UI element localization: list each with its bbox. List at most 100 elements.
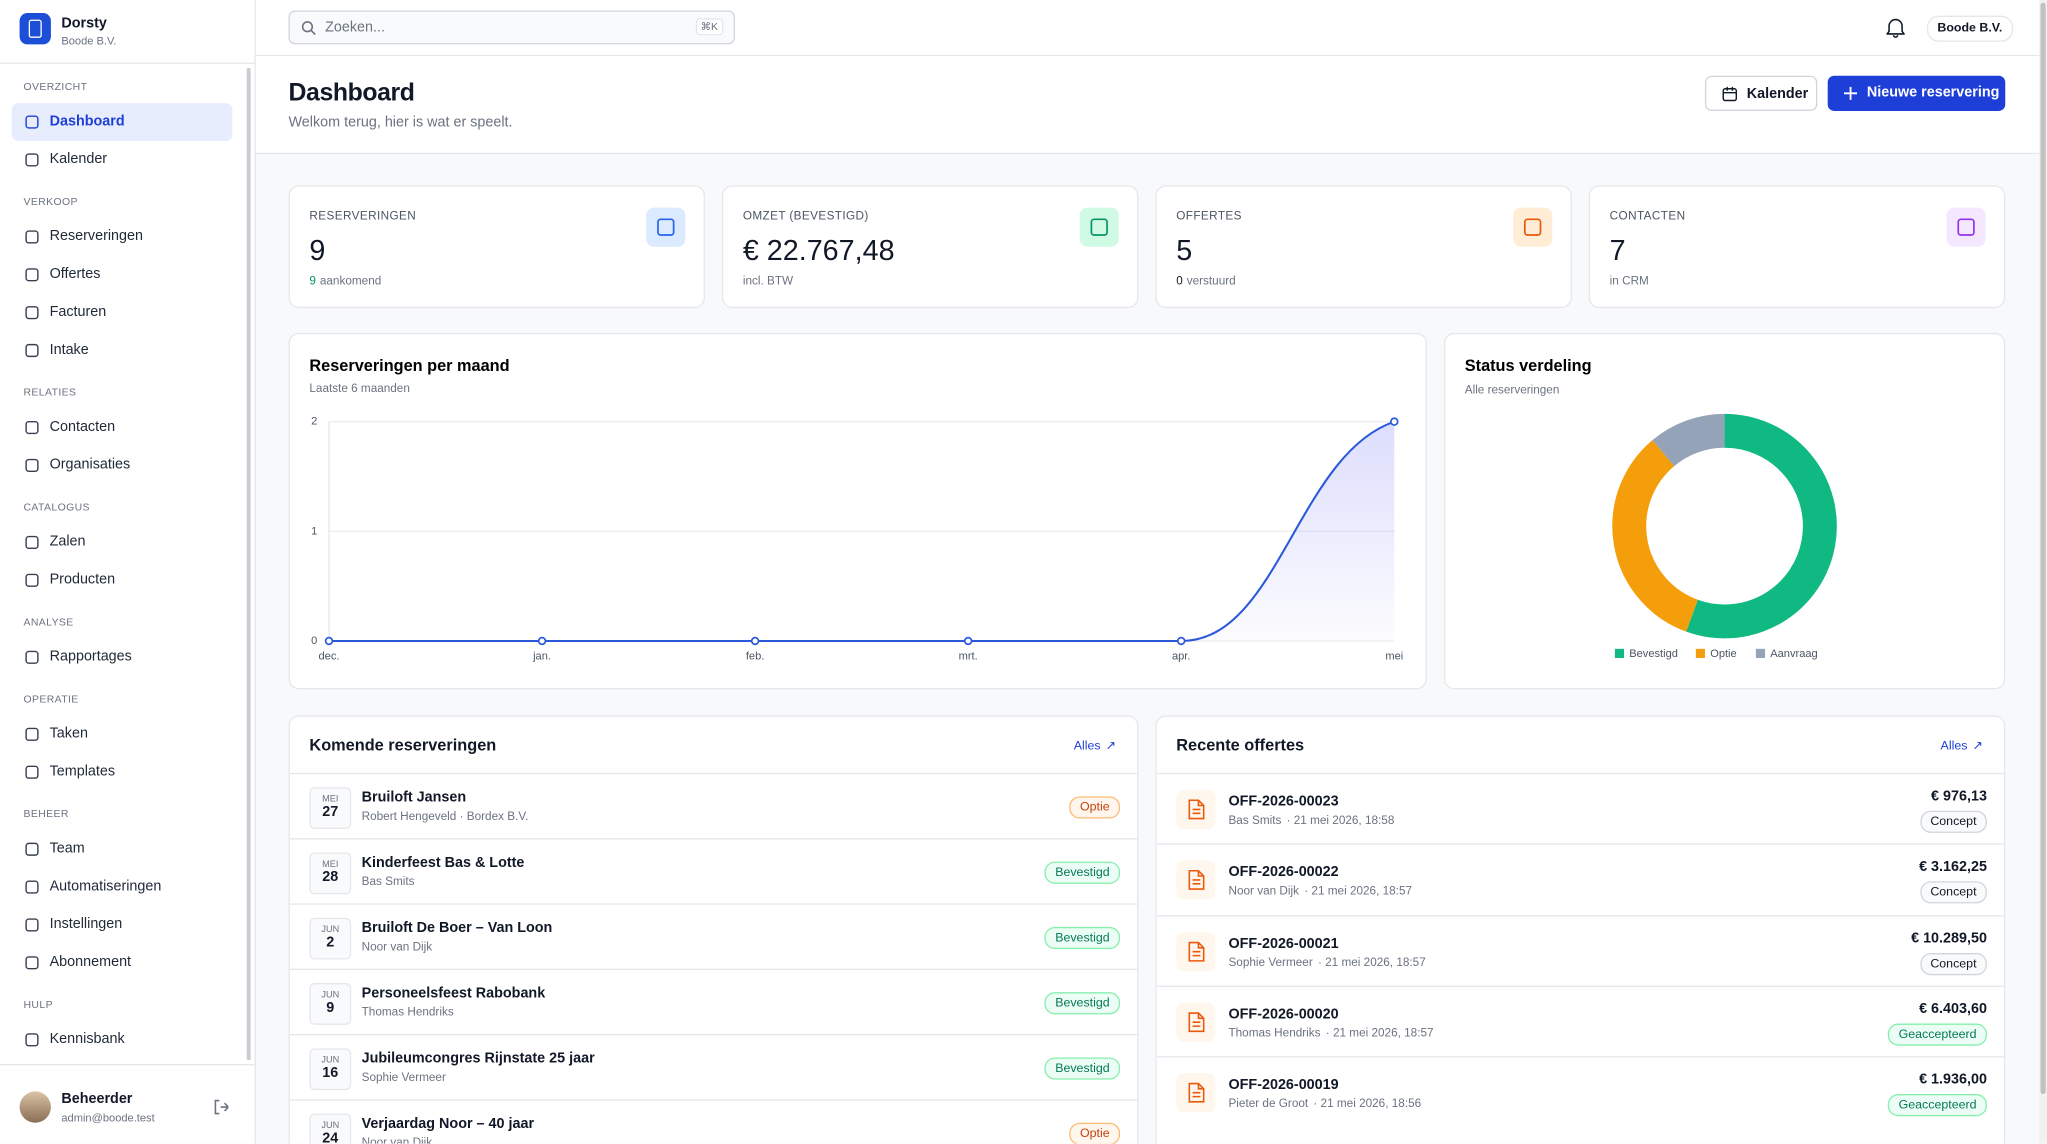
stat-label: CONTACTEN bbox=[1609, 208, 1686, 222]
reservation-name: Bruiloft Jansen bbox=[361, 789, 467, 806]
nav-section-label: CATALOGUS bbox=[23, 501, 90, 514]
chart-subtitle: Alle reserveringen bbox=[1465, 383, 1560, 396]
date-month: JUN bbox=[321, 1121, 340, 1131]
nav-icon bbox=[25, 842, 39, 856]
logout-button[interactable] bbox=[213, 1099, 229, 1115]
note-text: in CRM bbox=[1609, 274, 1649, 288]
quote-date: · 21 mei 2026, 18:56 bbox=[1313, 1096, 1422, 1110]
date-day: 27 bbox=[322, 804, 339, 820]
view-all-link[interactable]: Alles ↗ bbox=[1073, 738, 1117, 754]
quote-icon bbox=[1176, 1002, 1216, 1042]
nav-icon bbox=[25, 573, 39, 587]
legend-label: Optie bbox=[1710, 648, 1736, 660]
page-scrollbar bbox=[2039, 0, 2047, 1144]
reservation-name: Kinderfeest Bas & Lotte bbox=[361, 855, 525, 871]
view-all-link[interactable]: Alles ↗ bbox=[1940, 738, 1984, 754]
chart-title: Status verdeling bbox=[1465, 357, 1592, 375]
list-card: Recente offertes Alles ↗ OFF-2026-00023 Bas … bbox=[1155, 715, 2006, 1144]
nav-item[interactable]: Contacten bbox=[12, 409, 233, 447]
list-row[interactable]: JUN 9 Personeelsfeest Rabobank Thomas Hendr… bbox=[289, 968, 1138, 1034]
quote-client: Noor van Dijk bbox=[1228, 884, 1300, 898]
nav-item[interactable]: Kalender bbox=[12, 141, 233, 179]
nav-item[interactable]: Team bbox=[12, 830, 233, 868]
list-row[interactable]: OFF-2026-00019 Pieter de Groot · 21 mei 20… bbox=[1156, 1056, 2004, 1127]
nav-item[interactable]: Dashboard bbox=[11, 103, 233, 141]
nav-item[interactable]: Taken bbox=[12, 715, 233, 753]
sidebar-nav: OVERZICHT Dashboard Kalender VERKOOP Reserve… bbox=[0, 72, 255, 1059]
nav-icon bbox=[25, 306, 39, 320]
list-row[interactable]: JUN 24 Verjaardag Noor – 40 jaar Noor van D… bbox=[289, 1099, 1138, 1144]
quote-number: OFF-2026-00021 bbox=[1228, 935, 1339, 952]
legend-swatch bbox=[1614, 648, 1625, 658]
legend-label: Aanvraag bbox=[1770, 648, 1817, 660]
nav-icon bbox=[25, 268, 39, 282]
nav-icon bbox=[25, 153, 39, 167]
date-box: JUN 2 bbox=[309, 917, 352, 960]
x-tick-label: feb. bbox=[746, 651, 764, 663]
nav-item[interactable]: Rapportages bbox=[12, 638, 233, 676]
status-badge: Optie bbox=[1069, 1122, 1121, 1144]
status-badge: Optie bbox=[1069, 796, 1121, 819]
stat-icon bbox=[646, 207, 686, 247]
reservation-contact: Sophie Vermeer bbox=[361, 1070, 446, 1084]
nav-item[interactable]: Intake bbox=[12, 332, 233, 370]
nav-icon bbox=[25, 918, 39, 932]
list-row[interactable]: OFF-2026-00023 Bas Smits · 21 mei 2026, 18… bbox=[1156, 772, 2004, 844]
nav-item[interactable]: Facturen bbox=[12, 294, 233, 332]
note-value: 9 bbox=[309, 274, 316, 288]
stat-value: 5 bbox=[1176, 233, 1193, 267]
list-row[interactable]: OFF-2026-00020 Thomas Hendriks · 21 mei 20… bbox=[1156, 985, 2004, 1057]
list-row[interactable]: OFF-2026-00021 Sophie Vermeer · 21 mei 202… bbox=[1156, 914, 2004, 986]
calendar-button[interactable]: Kalender bbox=[1704, 75, 1818, 111]
list-row[interactable]: JUN 16 Jubileumcongres Rijnstate 25 jaar So… bbox=[289, 1033, 1138, 1099]
stat-value: € 22.767,48 bbox=[742, 233, 895, 267]
user-avatar bbox=[19, 1091, 51, 1123]
list-row[interactable]: MEI 27 Bruiloft Jansen Robert Hengeveld · B… bbox=[289, 772, 1138, 838]
line-point bbox=[750, 636, 760, 646]
nav-item[interactable]: Templates bbox=[12, 753, 233, 791]
list-row[interactable]: MEI 28 Kinderfeest Bas & Lotte Bas Smits Bev… bbox=[289, 838, 1138, 903]
stat-note: incl. BTW bbox=[743, 274, 793, 287]
search-box[interactable]: Zoeken... ⌘K bbox=[288, 10, 735, 45]
quote-icon bbox=[1176, 931, 1216, 971]
reservation-contact: Noor van Dijk bbox=[361, 1135, 433, 1144]
nav-item[interactable]: Zalen bbox=[12, 524, 233, 562]
nav-item[interactable]: Offertes bbox=[12, 256, 233, 294]
legend-swatch bbox=[1755, 648, 1766, 658]
date-month: JUN bbox=[321, 1056, 340, 1066]
line-point bbox=[324, 636, 334, 646]
new-reservation-button[interactable]: Nieuwe reservering bbox=[1827, 75, 2006, 111]
status-badge: Concept bbox=[1919, 952, 1987, 975]
stat-value: 7 bbox=[1609, 233, 1626, 267]
link-arrow: ↗ bbox=[1105, 738, 1117, 754]
quote-amount: € 6.403,60 bbox=[1919, 1001, 1987, 1017]
line-area bbox=[328, 421, 1395, 642]
status-badge: Bevestigd bbox=[1044, 926, 1121, 950]
quote-client: Pieter de Groot bbox=[1228, 1096, 1309, 1110]
nav-item[interactable]: Organisaties bbox=[12, 446, 233, 484]
reservation-contact: Robert Hengeveld · Bordex B.V. bbox=[361, 809, 529, 823]
quote-date: · 21 mei 2026, 18:58 bbox=[1286, 813, 1395, 827]
nav-item[interactable]: Automatiseringen bbox=[12, 868, 233, 906]
nav-item[interactable]: Kennisbank bbox=[12, 1021, 233, 1059]
quote-date: · 21 mei 2026, 18:57 bbox=[1325, 1025, 1434, 1040]
card-title: Recente offertes bbox=[1176, 736, 1305, 755]
notifications-button[interactable] bbox=[1886, 17, 1905, 38]
reservation-contact: Thomas Hendriks bbox=[361, 1005, 454, 1019]
reservation-contact: Bas Smits bbox=[361, 874, 415, 888]
nav-icon bbox=[25, 650, 39, 664]
quote-meta: Bas Smits · 21 mei 2026, 18:58 bbox=[1228, 813, 1394, 826]
nav-item[interactable]: Producten bbox=[12, 561, 233, 599]
nav-icon bbox=[25, 765, 39, 779]
list-row[interactable]: JUN 2 Bruiloft De Boer – Van Loon Noor van … bbox=[289, 903, 1138, 968]
list-row[interactable]: OFF-2026-00022 Noor van Dijk · 21 mei 2026… bbox=[1156, 843, 2004, 915]
nav-item[interactable]: Abonnement bbox=[12, 944, 233, 982]
stat-card: OMZET (BEVESTIGD) € 22.767,48 incl. BTW bbox=[721, 185, 1139, 309]
reservation-name: Bruiloft De Boer – Van Loon bbox=[361, 920, 553, 937]
stat-note: in CRM bbox=[1610, 274, 1649, 287]
button-label: Nieuwe reservering bbox=[1866, 84, 2000, 101]
nav-item[interactable]: Reserveringen bbox=[12, 218, 233, 256]
nav-item[interactable]: Instellingen bbox=[12, 906, 233, 944]
org-switcher[interactable]: Boode B.V. bbox=[1926, 15, 2013, 42]
